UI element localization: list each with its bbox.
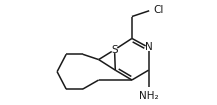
Text: S: S xyxy=(111,45,118,55)
Text: N: N xyxy=(145,43,152,52)
Text: Cl: Cl xyxy=(153,5,163,15)
Text: NH₂: NH₂ xyxy=(139,91,158,101)
